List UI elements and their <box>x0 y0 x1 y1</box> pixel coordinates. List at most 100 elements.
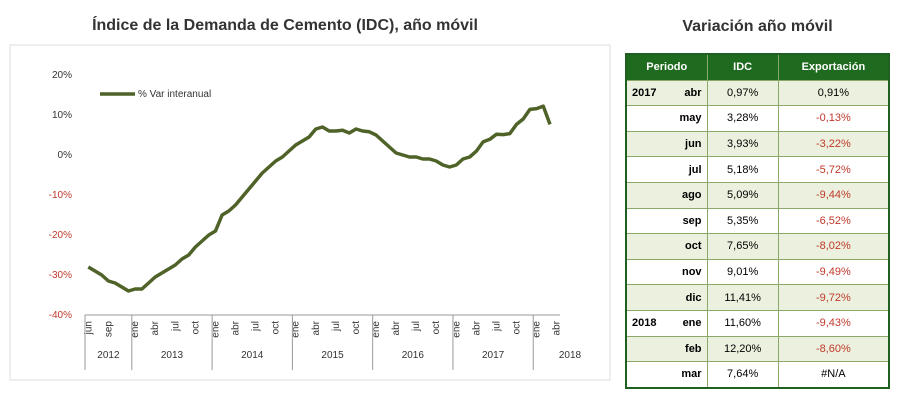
idc-cell: 9,01% <box>706 258 779 286</box>
period-month: nov <box>681 266 702 279</box>
period-cell: sep <box>625 207 708 235</box>
x-tick-label: ene <box>532 321 543 338</box>
period-cell: mar <box>625 361 708 389</box>
x-tick-label: oct <box>190 321 201 335</box>
x-tick-label: sep <box>103 321 114 338</box>
table-row: jul 5,18% -5,72% <box>625 156 890 183</box>
x-tick-label: ene <box>291 321 302 338</box>
x-tick-label: ene <box>210 321 221 338</box>
idc-cell: 7,64% <box>706 361 779 389</box>
export-cell: -6,52% <box>777 207 890 235</box>
x-tick-label: ene <box>130 321 141 338</box>
period-month: sep <box>682 214 702 227</box>
period-cell: oct <box>625 233 708 260</box>
legend-label: % Var interanual <box>138 89 211 100</box>
period-year: 2017 <box>632 86 657 99</box>
y-tick-label: -10% <box>49 190 72 201</box>
table-row: oct 7,65% -8,02% <box>625 233 890 260</box>
export-cell: -3,22% <box>777 130 890 158</box>
table-row: mar 7,64% #N/A <box>625 361 890 389</box>
period-cell: may <box>625 105 708 132</box>
period-month: feb <box>685 342 702 355</box>
export-cell: -5,72% <box>777 156 890 183</box>
x-tick-label: oct <box>512 321 523 335</box>
x-tick-label: oct <box>351 321 362 335</box>
period-cell: 2018 ene <box>625 309 708 337</box>
period-month: jun <box>685 138 702 151</box>
table-title: Variación año móvil <box>682 18 833 35</box>
chart-frame <box>9 44 611 381</box>
period-month: dic <box>685 291 702 304</box>
chart-title: Índice de la Demanda de Cemento (IDC), a… <box>92 15 478 34</box>
period-year: 2018 <box>632 317 657 330</box>
table-row: jun 3,93% -3,22% <box>625 130 890 158</box>
table-row: sep 5,35% -6,52% <box>625 207 890 235</box>
period-month: ene <box>682 317 702 330</box>
y-tick-label: 10% <box>52 110 72 121</box>
table-header: Periodo <box>625 53 708 81</box>
period-cell: 2017 abr <box>625 79 708 107</box>
period-month: may <box>679 112 702 125</box>
idc-cell: 5,09% <box>706 181 779 209</box>
table-row: 2018 ene 11,60% -9,43% <box>625 309 890 337</box>
period-month: ago <box>681 189 702 202</box>
export-cell: 0,91% <box>777 79 890 107</box>
year-label: 2012 <box>97 350 120 361</box>
year-label: 2017 <box>482 350 505 361</box>
period-month: jul <box>688 163 702 176</box>
table-row: 2017 abr 0,97% 0,91% <box>625 79 890 107</box>
table-row: ago 5,09% -9,44% <box>625 181 890 209</box>
export-cell: -8,02% <box>777 233 890 260</box>
idc-cell: 11,60% <box>706 309 779 337</box>
period-cell: jun <box>625 130 708 158</box>
export-cell: -0,13% <box>777 105 890 132</box>
x-tick-label: ene <box>371 321 382 338</box>
period-cell: ago <box>625 181 708 209</box>
idc-cell: 0,97% <box>706 79 779 107</box>
x-tick-label: jul <box>170 321 181 332</box>
idc-cell: 5,18% <box>706 156 779 183</box>
chart: Índice de la Demanda de Cemento (IDC), a… <box>9 15 611 381</box>
export-cell: -9,44% <box>777 181 890 209</box>
period-month: oct <box>685 240 702 253</box>
x-tick-label: jun <box>83 321 94 335</box>
table: Periodo IDC Exportación 2017 abr 0,97% 0,91% ma… <box>625 53 890 389</box>
idc-cell: 11,41% <box>706 284 779 311</box>
year-label: 2014 <box>241 350 264 361</box>
period-cell: jul <box>625 156 708 183</box>
x-tick-label: oct <box>431 321 442 335</box>
table-header: Exportación <box>777 53 890 81</box>
idc-cell: 12,20% <box>706 335 779 363</box>
period-month: mar <box>681 368 702 381</box>
x-tick-label: jul <box>331 321 342 332</box>
period-cell: dic <box>625 284 708 311</box>
table-row: feb 12,20% -8,60% <box>625 335 890 363</box>
x-tick-label: abr <box>552 320 563 335</box>
export-cell: -9,72% <box>777 284 890 311</box>
x-tick-label: jul <box>411 321 422 332</box>
period-cell: feb <box>625 335 708 363</box>
series-line <box>87 104 552 293</box>
table-row: dic 11,41% -9,72% <box>625 284 890 311</box>
y-tick-label: -30% <box>49 270 72 281</box>
idc-cell: 3,28% <box>706 105 779 132</box>
x-tick-label: abr <box>150 320 161 335</box>
year-label: 2015 <box>321 350 344 361</box>
x-tick-label: jul <box>251 321 262 332</box>
idc-cell: 3,93% <box>706 130 779 158</box>
year-label: 2018 <box>559 350 582 361</box>
y-tick-label: 20% <box>52 70 72 81</box>
table-header: IDC <box>706 53 779 81</box>
x-tick-label: abr <box>311 320 322 335</box>
x-tick-label: jul <box>491 321 502 332</box>
export-cell: -9,43% <box>777 309 890 337</box>
y-tick-label: -20% <box>49 230 72 241</box>
y-tick-label: -40% <box>49 310 72 321</box>
export-cell: -8,60% <box>777 335 890 363</box>
x-tick-label: abr <box>231 320 242 335</box>
x-tick-label: oct <box>271 321 282 335</box>
x-tick-label: ene <box>451 321 462 338</box>
x-tick-label: abr <box>471 320 482 335</box>
year-label: 2013 <box>161 350 184 361</box>
